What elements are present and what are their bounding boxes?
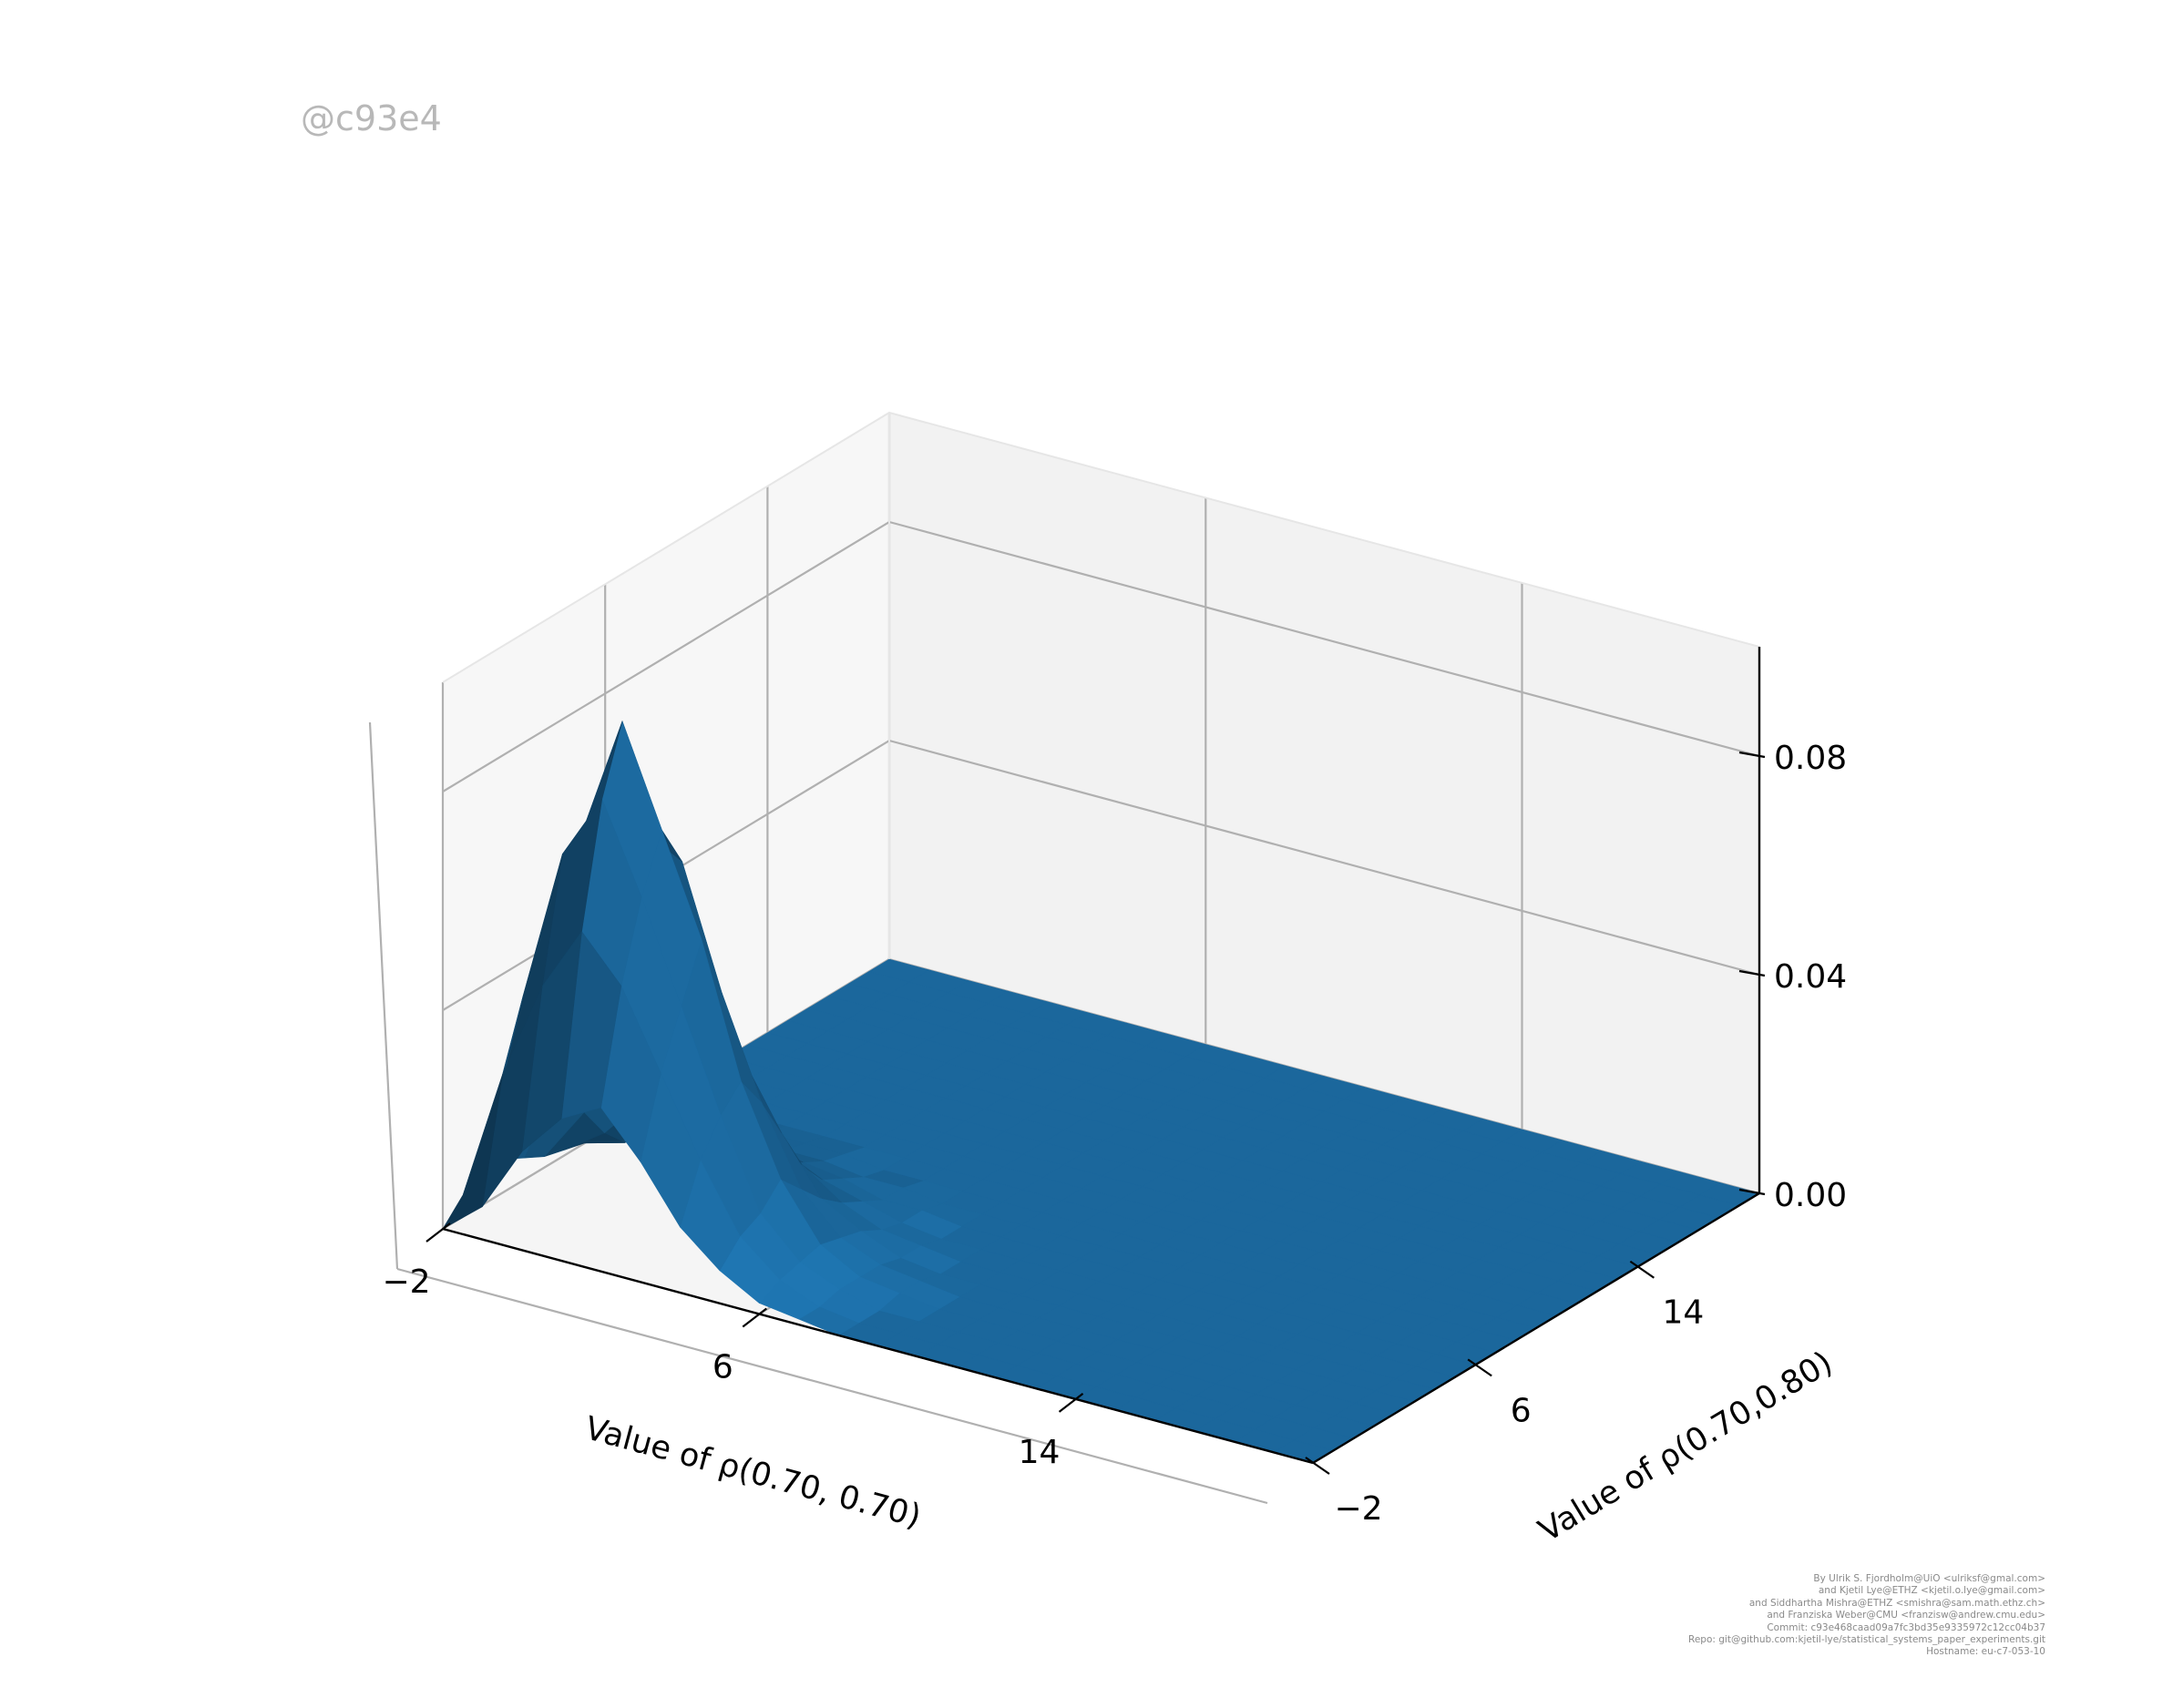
x-tick	[1058, 1393, 1084, 1413]
credit-line: and Kjetil Lye@ETHZ <kjetil.o.lye@gmail.…	[1818, 1585, 2045, 1597]
surface-patch	[442, 1073, 504, 1230]
credit-line: By Ulrik S. Fjordholm@UiO <ulriksf@gmal.…	[1813, 1573, 2045, 1584]
axis-lines	[368, 647, 1761, 1505]
z-tick-label: 0.04	[1774, 958, 1847, 996]
z-outer-edge	[368, 721, 399, 1270]
x-tick-label: 6	[712, 1348, 733, 1386]
x-axis-label: Value of ρ(0.70, 0.70)	[581, 1410, 925, 1535]
credits-block: By Ulrik S. Fjordholm@UiO <ulriksf@gmal.…	[1225, 1573, 2045, 1659]
y-tick	[1305, 1457, 1330, 1475]
x-tick	[742, 1307, 767, 1328]
y-tick	[1629, 1260, 1655, 1279]
z-tick	[1738, 969, 1766, 977]
surface-mesh	[442, 721, 1760, 1464]
y-axis-line	[1312, 1192, 1760, 1465]
z-tick	[1738, 1188, 1766, 1196]
x-tick	[425, 1222, 451, 1243]
credit-line: and Franziska Weber@CMU <franzisw@andrew…	[1767, 1610, 2045, 1621]
credit-line: Commit: c93e468caad09a7fc3bd35e9335972c1…	[1767, 1621, 2045, 1633]
z-tick-label: 0.00	[1774, 1177, 1847, 1214]
x-axis-line	[442, 1227, 1314, 1465]
x-tick-label: −2	[382, 1263, 430, 1301]
y-tick-label: 6	[1511, 1392, 1532, 1429]
back-pane	[889, 413, 1759, 1193]
credit-line: and Siddhartha Mishra@ETHZ <smishra@sam.…	[1748, 1597, 2045, 1609]
y-tick-label: 14	[1662, 1294, 1704, 1332]
y-axis-label: Value of ρ(0.70,0.80)	[1532, 1345, 1839, 1549]
watermark-text: @c93e4	[301, 98, 442, 138]
x-tick-label: 14	[1019, 1434, 1061, 1471]
credit-line: Repo: git@github.com:kjetil-lye/statisti…	[1688, 1634, 2045, 1646]
credit-line: Hostname: eu-c7-053-10	[1926, 1646, 2045, 1658]
y-tick	[1467, 1358, 1492, 1377]
tick-marks: −2 6 14 −2 6 14 0.00 0.04 0.08	[382, 740, 1847, 1528]
x-outer-edge	[396, 1267, 1268, 1505]
z-tick	[1738, 751, 1766, 759]
z-tick-label: 0.08	[1774, 740, 1847, 777]
y-tick-label: −2	[1334, 1490, 1382, 1528]
